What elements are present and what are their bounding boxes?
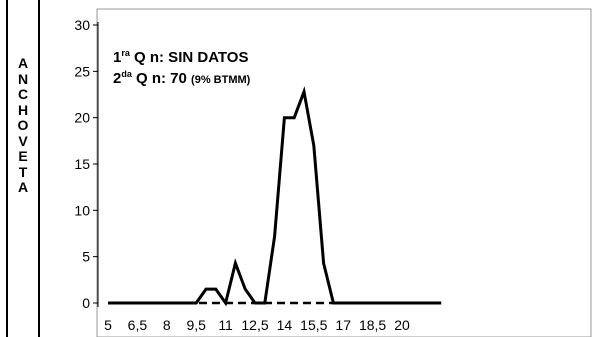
side-label-letter: E [18,148,28,164]
annotation-2-small: (9% BTMM) [191,74,251,86]
x-tick-label: 5 [104,317,112,333]
series-layer [108,86,442,307]
x-tick-label: 17 [335,317,351,333]
side-label-letter: H [17,101,29,118]
y-tick-label: 25 [74,63,90,79]
annotation-2-text: Q n: 70 [132,70,191,87]
annotation-2-number: 2 [113,70,121,87]
side-label-letter: A [17,55,29,71]
side-label-letter: O [17,117,29,133]
annotation-1-text: Q n: SIN DATOS [130,49,249,66]
y-tick-label: 5 [82,249,90,265]
x-tick-label: 20 [394,317,410,333]
y-tick-label: 15 [74,156,90,172]
x-tick-label: 8 [163,317,171,333]
x-tick-label: 6,5 [128,317,148,333]
annotation-1-number: 1 [113,49,121,66]
side-label-letter: V [18,132,28,149]
y-tick-label: 0 [82,295,90,311]
side-label-anchoveta: A N C H O V E T A [6,0,40,337]
side-label-letter: A [17,179,29,195]
series-line-solid [108,86,442,307]
annotation-1-superscript: ra [121,48,131,58]
x-tick-label: 15,5 [300,317,327,333]
x-tick-label: 9,5 [186,317,206,333]
x-tick-label: 11 [218,317,233,333]
x-tick-label: 18,5 [359,317,386,333]
annotation-line-1: 1ra Q n: SIN DATOS [113,48,248,66]
annotation-line-2: 2da Q n: 70 (9% BTMM) [113,69,251,87]
y-tick-label: 10 [74,202,90,218]
x-tick-label: 14 [277,317,293,333]
x-tick-label: 12,5 [241,317,268,333]
y-tick-label: 20 [74,110,90,126]
y-tick-label: 30 [74,17,90,33]
annotation-2-superscript: da [121,69,132,79]
side-label-letter: N [17,70,29,87]
side-label-letter: C [17,86,29,102]
plot-area-frame [96,8,592,337]
side-label-letter: T [18,163,28,180]
